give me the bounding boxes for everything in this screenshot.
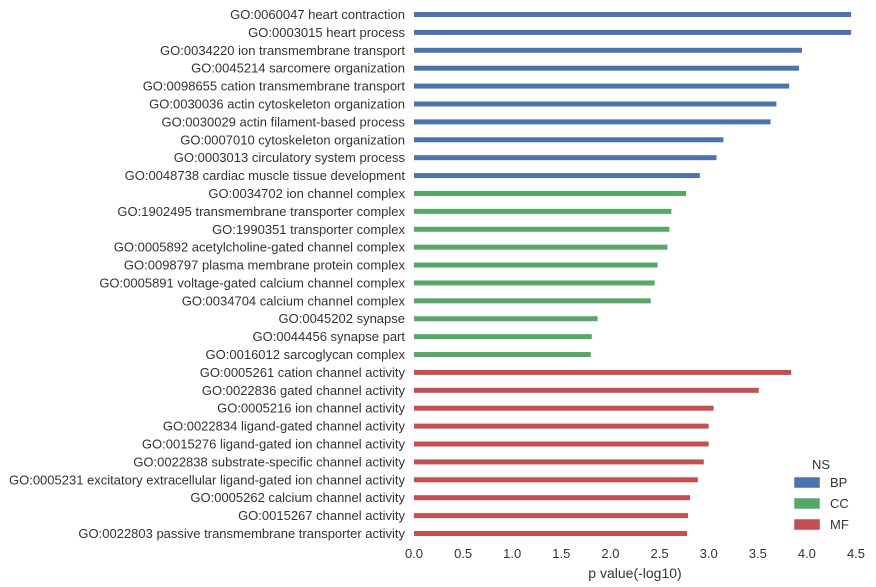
category-label: GO:0034220 ion transmembrane transport — [160, 43, 405, 58]
category-label: GO:0098655 cation transmembrane transpor… — [143, 79, 406, 94]
category-label: GO:0003013 circulatory system process — [174, 150, 406, 165]
bar-bp-9 — [414, 173, 700, 179]
bar-cc-18 — [414, 334, 592, 340]
legend-swatch-bp — [793, 476, 821, 489]
bar-cc-16 — [414, 298, 651, 304]
category-label: GO:0015267 channel activity — [238, 508, 405, 523]
category-label: GO:0034702 ion channel complex — [208, 186, 405, 201]
bar-bp-6 — [414, 119, 771, 125]
bar-mf-20 — [414, 369, 792, 375]
category-label: GO:0022803 passive transmembrane transpo… — [78, 526, 405, 541]
x-tick-label: 2.5 — [651, 546, 669, 561]
category-label: GO:0005892 acetylcholine-gated channel c… — [114, 240, 406, 255]
x-tick-label: 1.5 — [552, 546, 570, 561]
bar-bp-7 — [414, 137, 724, 143]
legend-swatch-cc — [793, 497, 821, 510]
bar-mf-21 — [414, 387, 759, 393]
x-tick-label: 1.0 — [503, 546, 521, 561]
x-tick-label: 4.0 — [798, 546, 816, 561]
bar-mf-25 — [414, 459, 704, 465]
category-label: GO:0030029 actin filament-based process — [161, 114, 405, 129]
x-tick-label: 2.0 — [601, 546, 619, 561]
legend-swatch-mf — [793, 518, 821, 531]
category-label: GO:0034704 calcium channel complex — [182, 293, 406, 308]
bar-mf-26 — [414, 477, 698, 483]
category-label: GO:0003015 heart process — [248, 25, 405, 40]
category-label: GO:0030036 actin cytoskeleton organizati… — [149, 96, 405, 111]
category-label: GO:0098797 plasma membrane protein compl… — [124, 258, 406, 273]
bar-mf-27 — [414, 495, 690, 501]
bar-bp-5 — [414, 101, 777, 107]
bars-layer — [414, 12, 852, 536]
x-tick-label: 3.0 — [700, 546, 718, 561]
bar-cc-19 — [414, 352, 591, 358]
x-tick-label: 4.5 — [847, 546, 865, 561]
category-label: GO:0016012 sarcoglycan complex — [206, 347, 406, 362]
bar-mf-22 — [414, 405, 714, 411]
category-label: GO:0045214 sarcomere organization — [191, 61, 405, 76]
category-label: GO:0005262 calcium channel activity — [190, 490, 405, 505]
category-label: GO:0045202 synapse — [279, 311, 405, 326]
bar-cc-13 — [414, 244, 668, 250]
bar-bp-4 — [414, 83, 790, 89]
category-label: GO:0005261 cation channel activity — [200, 365, 406, 380]
bar-bp-2 — [414, 47, 802, 53]
legend-title: NS — [812, 457, 830, 472]
category-label: GO:0022838 substrate-specific channel ac… — [133, 454, 405, 469]
bar-mf-29 — [414, 531, 688, 536]
category-label: GO:0022836 gated channel activity — [202, 383, 406, 398]
category-label: GO:1990351 transporter complex — [212, 222, 405, 237]
legend-label-bp: BP — [830, 475, 847, 490]
x-axis-title: p value(-log10) — [588, 565, 681, 581]
bar-bp-8 — [414, 155, 717, 161]
category-label: GO:0005231 excitatory extracellular liga… — [9, 472, 406, 487]
bar-cc-17 — [414, 316, 598, 322]
bar-cc-12 — [414, 226, 670, 232]
category-label: GO:0005891 voltage-gated calcium channel… — [99, 275, 405, 290]
bar-bp-3 — [414, 65, 800, 71]
x-tick-label: 0.0 — [405, 546, 423, 561]
bar-cc-15 — [414, 280, 655, 286]
x-tick-label: 3.5 — [749, 546, 767, 561]
category-label: GO:0060047 heart contraction — [230, 7, 405, 22]
x-tick-label: 0.5 — [454, 546, 472, 561]
category-label: GO:0007010 cytoskeleton organization — [180, 132, 405, 147]
bar-bp-1 — [414, 29, 852, 35]
category-labels: GO:0060047 heart contraction GO:0003015 h… — [9, 7, 406, 541]
category-label: GO:0015276 ligand-gated ion channel acti… — [142, 437, 406, 452]
category-label: GO:0005216 ion channel activity — [217, 401, 405, 416]
x-axis: 0.0 0.5 1.0 1.5 2.0 2.5 3.0 3.5 4.0 4.5 — [405, 546, 865, 561]
bar-mf-28 — [414, 513, 689, 519]
bar-cc-11 — [414, 208, 672, 214]
legend-label-cc: CC — [830, 496, 849, 511]
category-label: GO:0022834 ligand-gated channel activity — [163, 419, 406, 434]
category-label: GO:0044456 synapse part — [253, 329, 406, 344]
bar-mf-24 — [414, 441, 709, 447]
bar-bp-0 — [414, 12, 852, 17]
category-label: GO:1902495 transmembrane transporter com… — [117, 204, 405, 219]
bar-cc-10 — [414, 190, 687, 196]
bar-cc-14 — [414, 262, 658, 268]
category-label: GO:0048738 cardiac muscle tissue develop… — [125, 168, 406, 183]
bar-mf-23 — [414, 423, 709, 429]
legend-label-mf: MF — [830, 517, 849, 532]
